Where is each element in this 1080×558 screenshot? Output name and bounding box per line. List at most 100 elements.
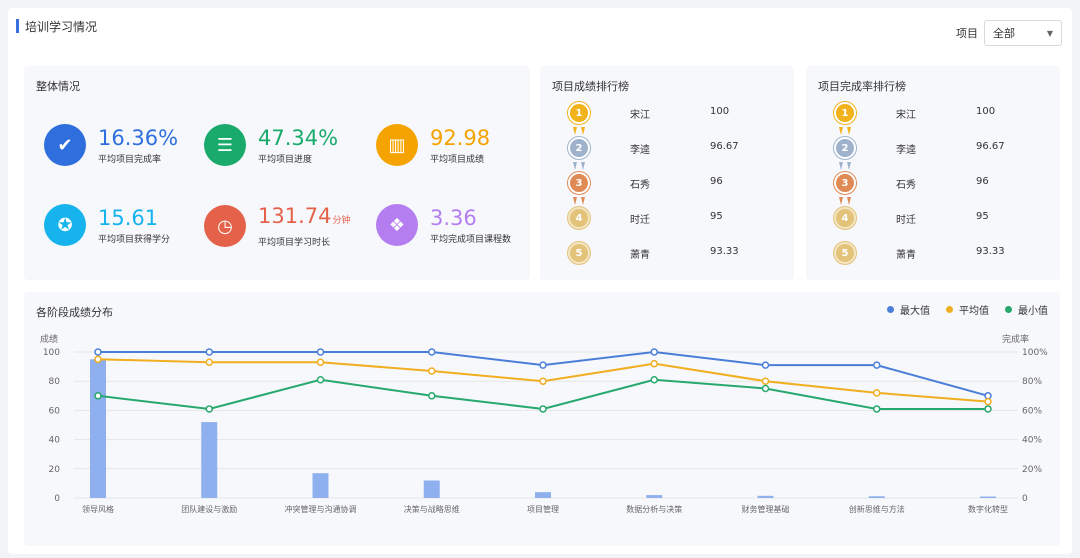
- y-axis-title-right: 完成率: [1002, 333, 1029, 345]
- stat-value: 92.98: [430, 125, 491, 150]
- ribbon-icon: [838, 120, 852, 135]
- series-point: [873, 389, 881, 397]
- y-tick-label-right: 40%: [1022, 436, 1042, 446]
- series-point: [205, 405, 213, 413]
- y-axis-title-left: 成绩: [40, 333, 58, 345]
- stat-item: ❖ 3.36 平均完成项目课程数: [376, 204, 511, 246]
- rank-score: 96: [976, 176, 989, 187]
- rank-row: 3 石秀 96: [806, 168, 1060, 205]
- medal-icon: 2: [568, 137, 590, 159]
- series-point: [316, 375, 325, 384]
- rank-name: 萧青: [896, 250, 916, 261]
- rank-name: 萧青: [630, 250, 650, 261]
- ribbon-icon: [572, 190, 586, 205]
- rank-name: 石秀: [896, 180, 916, 191]
- completion-bar: [980, 496, 996, 498]
- series-point: [761, 377, 770, 385]
- stat-value: 131.74分钟: [258, 204, 351, 228]
- medal-icon: 2: [834, 137, 856, 159]
- stat-value: 47.34%: [258, 125, 339, 150]
- stat-item: ✪ 15.61 平均项目获得学分: [44, 204, 170, 246]
- legend-item[interactable]: 最小值: [1005, 302, 1048, 317]
- medal-icon: 3: [568, 172, 590, 194]
- rank-row: 1 宋江 100: [540, 98, 794, 135]
- rank-name: 时迁: [896, 215, 916, 226]
- x-tick-label: 数据分析与决策: [626, 504, 682, 514]
- completion-bar: [535, 492, 551, 498]
- series-point: [428, 348, 436, 356]
- medal-icon: 4: [568, 207, 590, 229]
- sliders-icon: ☰: [204, 124, 246, 166]
- score-rank-panel: 项目成绩排行榜 1 宋江 100 2 李逵 96.67 3 石秀 96 4 时迁 95 5 萧青 93.33: [540, 66, 794, 280]
- series-point: [316, 358, 325, 366]
- completion-bar: [201, 422, 218, 498]
- y-tick-label-right: 60%: [1022, 406, 1042, 416]
- rank-row: 4 时迁 95: [806, 203, 1060, 233]
- y-tick-label-right: 80%: [1022, 377, 1042, 387]
- series-point: [539, 377, 547, 385]
- x-tick-label: 冲突管理与沟通协调: [285, 504, 357, 514]
- project-filter-label: 项目: [956, 27, 978, 40]
- y-tick-label-left: 40: [49, 436, 61, 446]
- legend-item[interactable]: 最大值: [887, 302, 930, 317]
- medal-icon: 5: [568, 242, 590, 264]
- rank-score: 95: [710, 211, 723, 222]
- project-filter: 项目 全部 ▼: [956, 20, 1062, 46]
- page-title: 培训学习情况: [25, 19, 98, 34]
- series-line: [98, 350, 989, 397]
- legend-label: 平均值: [959, 306, 989, 317]
- page-header: 培训学习情况: [16, 16, 97, 36]
- series-point: [984, 397, 992, 406]
- stat-value: 15.61: [98, 205, 159, 230]
- completion-rank-title: 项目完成率排行榜: [818, 80, 906, 93]
- legend-label: 最小值: [1018, 306, 1048, 317]
- series-point: [873, 361, 881, 369]
- rank-score: 93.33: [976, 246, 1005, 257]
- overall-title: 整体情况: [36, 80, 80, 93]
- y-tick-label-right: 0: [1022, 494, 1028, 504]
- series-point: [205, 358, 213, 366]
- chart-legend: 最大值 平均值 最小值: [887, 302, 1048, 317]
- legend-item[interactable]: 平均值: [946, 302, 989, 317]
- stat-value: 16.36%: [98, 125, 179, 150]
- series-point: [873, 405, 881, 413]
- series-point: [650, 348, 658, 356]
- stat-label: 平均项目成绩: [430, 154, 485, 165]
- legend-label: 最大值: [900, 306, 930, 317]
- y-tick-label-left: 60: [49, 406, 61, 416]
- rank-score: 96: [710, 176, 723, 187]
- stat-label: 平均项目完成率: [98, 154, 162, 165]
- project-select[interactable]: 全部 ▼: [984, 20, 1062, 46]
- score-rank-title: 项目成绩排行榜: [552, 80, 629, 93]
- stat-label: 平均项目学习时长: [258, 238, 331, 248]
- completion-bar: [90, 359, 106, 498]
- stage-score-chart-panel: 各阶段成绩分布 最大值 平均值 最小值 成绩 完成率 0 0 20 20% 40 40% 60 60%…: [24, 292, 1060, 546]
- rank-row: 4 时迁 95: [540, 203, 794, 233]
- stat-value: 3.36: [430, 205, 477, 230]
- medal-icon: 5: [834, 242, 856, 264]
- stage-score-chart: 成绩 完成率 0 0 20 20% 40 40% 60 60% 80 80% 100 100% 领导风格 团队…: [40, 333, 1048, 514]
- rank-score: 93.33: [710, 246, 739, 257]
- rank-score: 95: [976, 211, 989, 222]
- series-point: [94, 392, 102, 400]
- rank-name: 李逵: [630, 145, 650, 156]
- rank-score: 100: [976, 106, 996, 117]
- rank-name: 宋江: [896, 110, 916, 121]
- rank-row: 1 宋江 100: [806, 98, 1060, 135]
- rank-name: 李逵: [896, 145, 916, 156]
- y-tick-label-left: 80: [49, 377, 61, 387]
- x-tick-label: 数字化转型: [968, 504, 1008, 514]
- series-point: [761, 361, 770, 369]
- series-point: [984, 405, 992, 413]
- check-icon: ✔: [44, 124, 86, 166]
- legend-dot-icon: [1005, 306, 1012, 313]
- completion-bar: [757, 495, 774, 498]
- rank-row: 2 李逵 96.67: [806, 133, 1060, 170]
- overall-panel: 整体情况 ✔ 16.36% 平均项目完成率 ☰ 47.34% 平均项目进度 ▥ 92.98 平均…: [24, 66, 530, 280]
- medal-icon: 4: [834, 207, 856, 229]
- x-tick-label: 项目管理: [527, 504, 559, 514]
- stat-item: ✔ 16.36% 平均项目完成率: [44, 124, 178, 166]
- series-point: [316, 348, 325, 356]
- completion-bar: [423, 480, 440, 498]
- ribbon-icon: [838, 155, 852, 170]
